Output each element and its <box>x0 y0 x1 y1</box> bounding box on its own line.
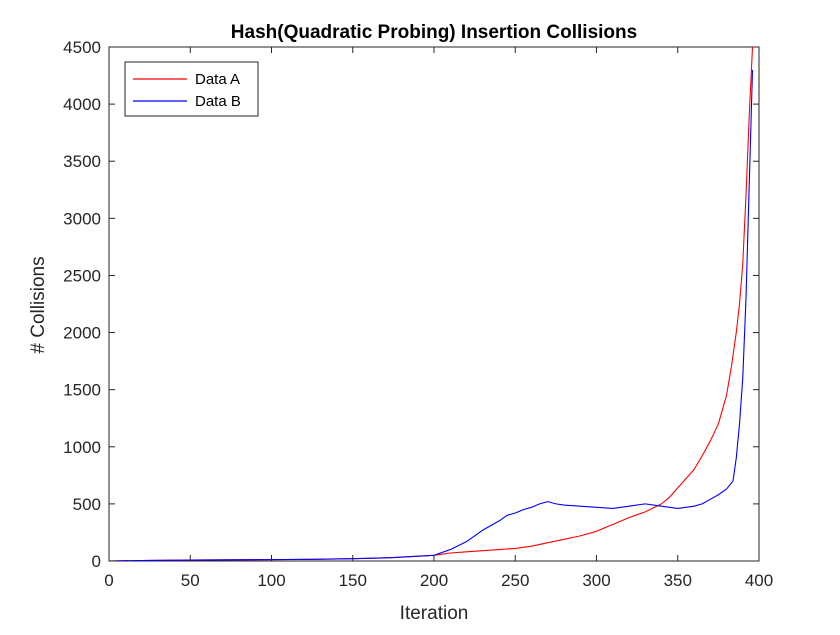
y-tick-label: 4500 <box>63 38 101 57</box>
series-line-data-b <box>109 69 754 561</box>
y-tick-label: 0 <box>92 552 101 571</box>
series-layer <box>109 47 754 561</box>
x-axis-label: Iteration <box>400 603 469 624</box>
ticks-layer: 0 50 100 150 200 250 300 350 4000500100015002000… <box>63 38 773 590</box>
plot-area <box>108 46 760 562</box>
legend-box <box>124 61 259 117</box>
axes-box <box>108 46 760 562</box>
legend-entry-label: Data B <box>195 93 241 110</box>
x-tick-label: 400 <box>745 571 773 590</box>
chart-title: Hash(Quadratic Probing) Insertion Collis… <box>231 22 637 43</box>
x-tick-label: 0 <box>104 571 113 590</box>
y-axis-label: # Collisions <box>28 256 49 353</box>
x-tick-label: 250 <box>501 571 529 590</box>
y-tick-label: 1000 <box>63 438 101 457</box>
x-tick-label: 50 <box>181 571 200 590</box>
x-tick-label: 200 <box>420 571 448 590</box>
y-tick-label: 3500 <box>63 152 101 171</box>
legend-entry-label: Data A <box>195 71 240 88</box>
y-tick-label: 500 <box>73 495 101 514</box>
x-tick-label: 150 <box>339 571 367 590</box>
y-tick-label: 3000 <box>63 209 101 228</box>
x-tick-label: 350 <box>664 571 692 590</box>
y-tick-label: 1500 <box>63 381 101 400</box>
y-tick-label: 2000 <box>63 324 101 343</box>
y-tick-label: 4000 <box>63 95 101 114</box>
x-tick-label: 300 <box>582 571 610 590</box>
legend: Data A Data B <box>124 61 259 117</box>
x-tick-label: 100 <box>257 571 285 590</box>
y-tick-label: 2500 <box>63 266 101 285</box>
